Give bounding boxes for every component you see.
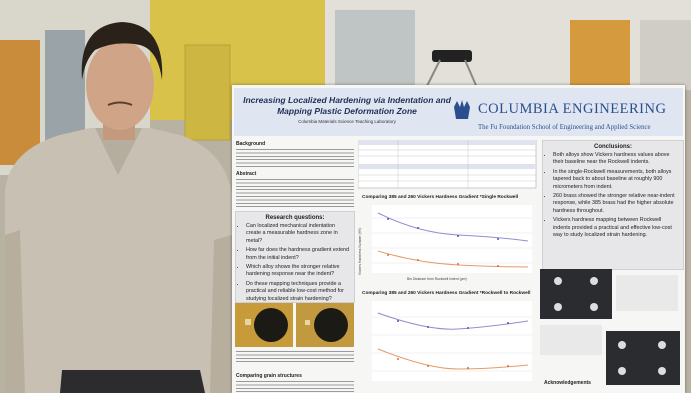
conclusions: Conclusions: Both alloys show Vickers ha… xyxy=(542,140,684,270)
section-heading: Abstract xyxy=(236,171,256,177)
research-questions: Research questions: Can localized mechan… xyxy=(235,211,355,303)
list-item: Can localized mechanical indentation cre… xyxy=(246,223,350,245)
door xyxy=(0,40,40,165)
pants xyxy=(60,370,205,393)
poster: Increasing Localized Hardening via Inden… xyxy=(232,85,685,393)
list-item: In the single-Rockwell measurements, bot… xyxy=(553,169,679,191)
window xyxy=(335,10,415,85)
page: {"poster": { "title": "Increasing Locali… xyxy=(0,0,691,393)
poster-header: Increasing Localized Hardening via Inden… xyxy=(234,88,683,136)
data-tables xyxy=(358,140,538,190)
section-heading: Acknowledgements xyxy=(544,380,591,386)
caption xyxy=(236,350,354,362)
box-heading: Research questions: xyxy=(236,215,354,221)
text-block xyxy=(236,148,354,168)
wall-panel xyxy=(640,20,691,90)
list-item: Do these mapping techniques provide a pr… xyxy=(246,281,350,303)
section-heading: Comparing grain structures xyxy=(236,373,302,379)
institution: COLUMBIA ENGINEERING xyxy=(478,101,666,118)
list-item: How far does the hardness gradient exten… xyxy=(246,247,350,262)
yellow-door xyxy=(185,45,230,140)
question-list: Can localized mechanical indentation cre… xyxy=(236,223,354,303)
face xyxy=(86,40,154,130)
list-item: 260 brass showed the stronger relative n… xyxy=(553,193,679,215)
list-item: Which alloy shows the stronger relative … xyxy=(246,264,350,279)
text-block xyxy=(236,178,354,208)
text-block xyxy=(236,380,354,392)
x-axis-label: Bin Distance from Rockwell Indent (μm) xyxy=(407,277,467,281)
conclusion-list: Both alloys show Vickers hardness values… xyxy=(543,152,683,239)
poster-title: Increasing Localized Hardening via Inden… xyxy=(242,95,452,117)
school-name: The Fu Foundation School of Engineering … xyxy=(478,124,651,131)
box-heading: Conclusions: xyxy=(543,144,683,150)
chart-image xyxy=(358,203,538,283)
chart-title: Comparing 385 and 260 Vickers Hardness G… xyxy=(362,195,518,200)
section-heading: Background xyxy=(236,141,265,147)
list-item: Vickers hardness mapping between Rockwel… xyxy=(553,217,679,239)
y-axis-label: Vickers Hardness Number (HV) xyxy=(358,228,362,275)
micrographs xyxy=(235,303,355,347)
chart-image xyxy=(358,299,538,389)
list-item: Both alloys show Vickers hardness values… xyxy=(553,152,679,167)
lab-name: Columbia Materials Science Teaching Labo… xyxy=(242,119,452,124)
crown-logo xyxy=(452,99,472,121)
indent-maps xyxy=(540,269,684,389)
chart-title: Comparing 385 and 260 Vickers Hardness G… xyxy=(362,291,530,296)
door xyxy=(570,20,630,85)
